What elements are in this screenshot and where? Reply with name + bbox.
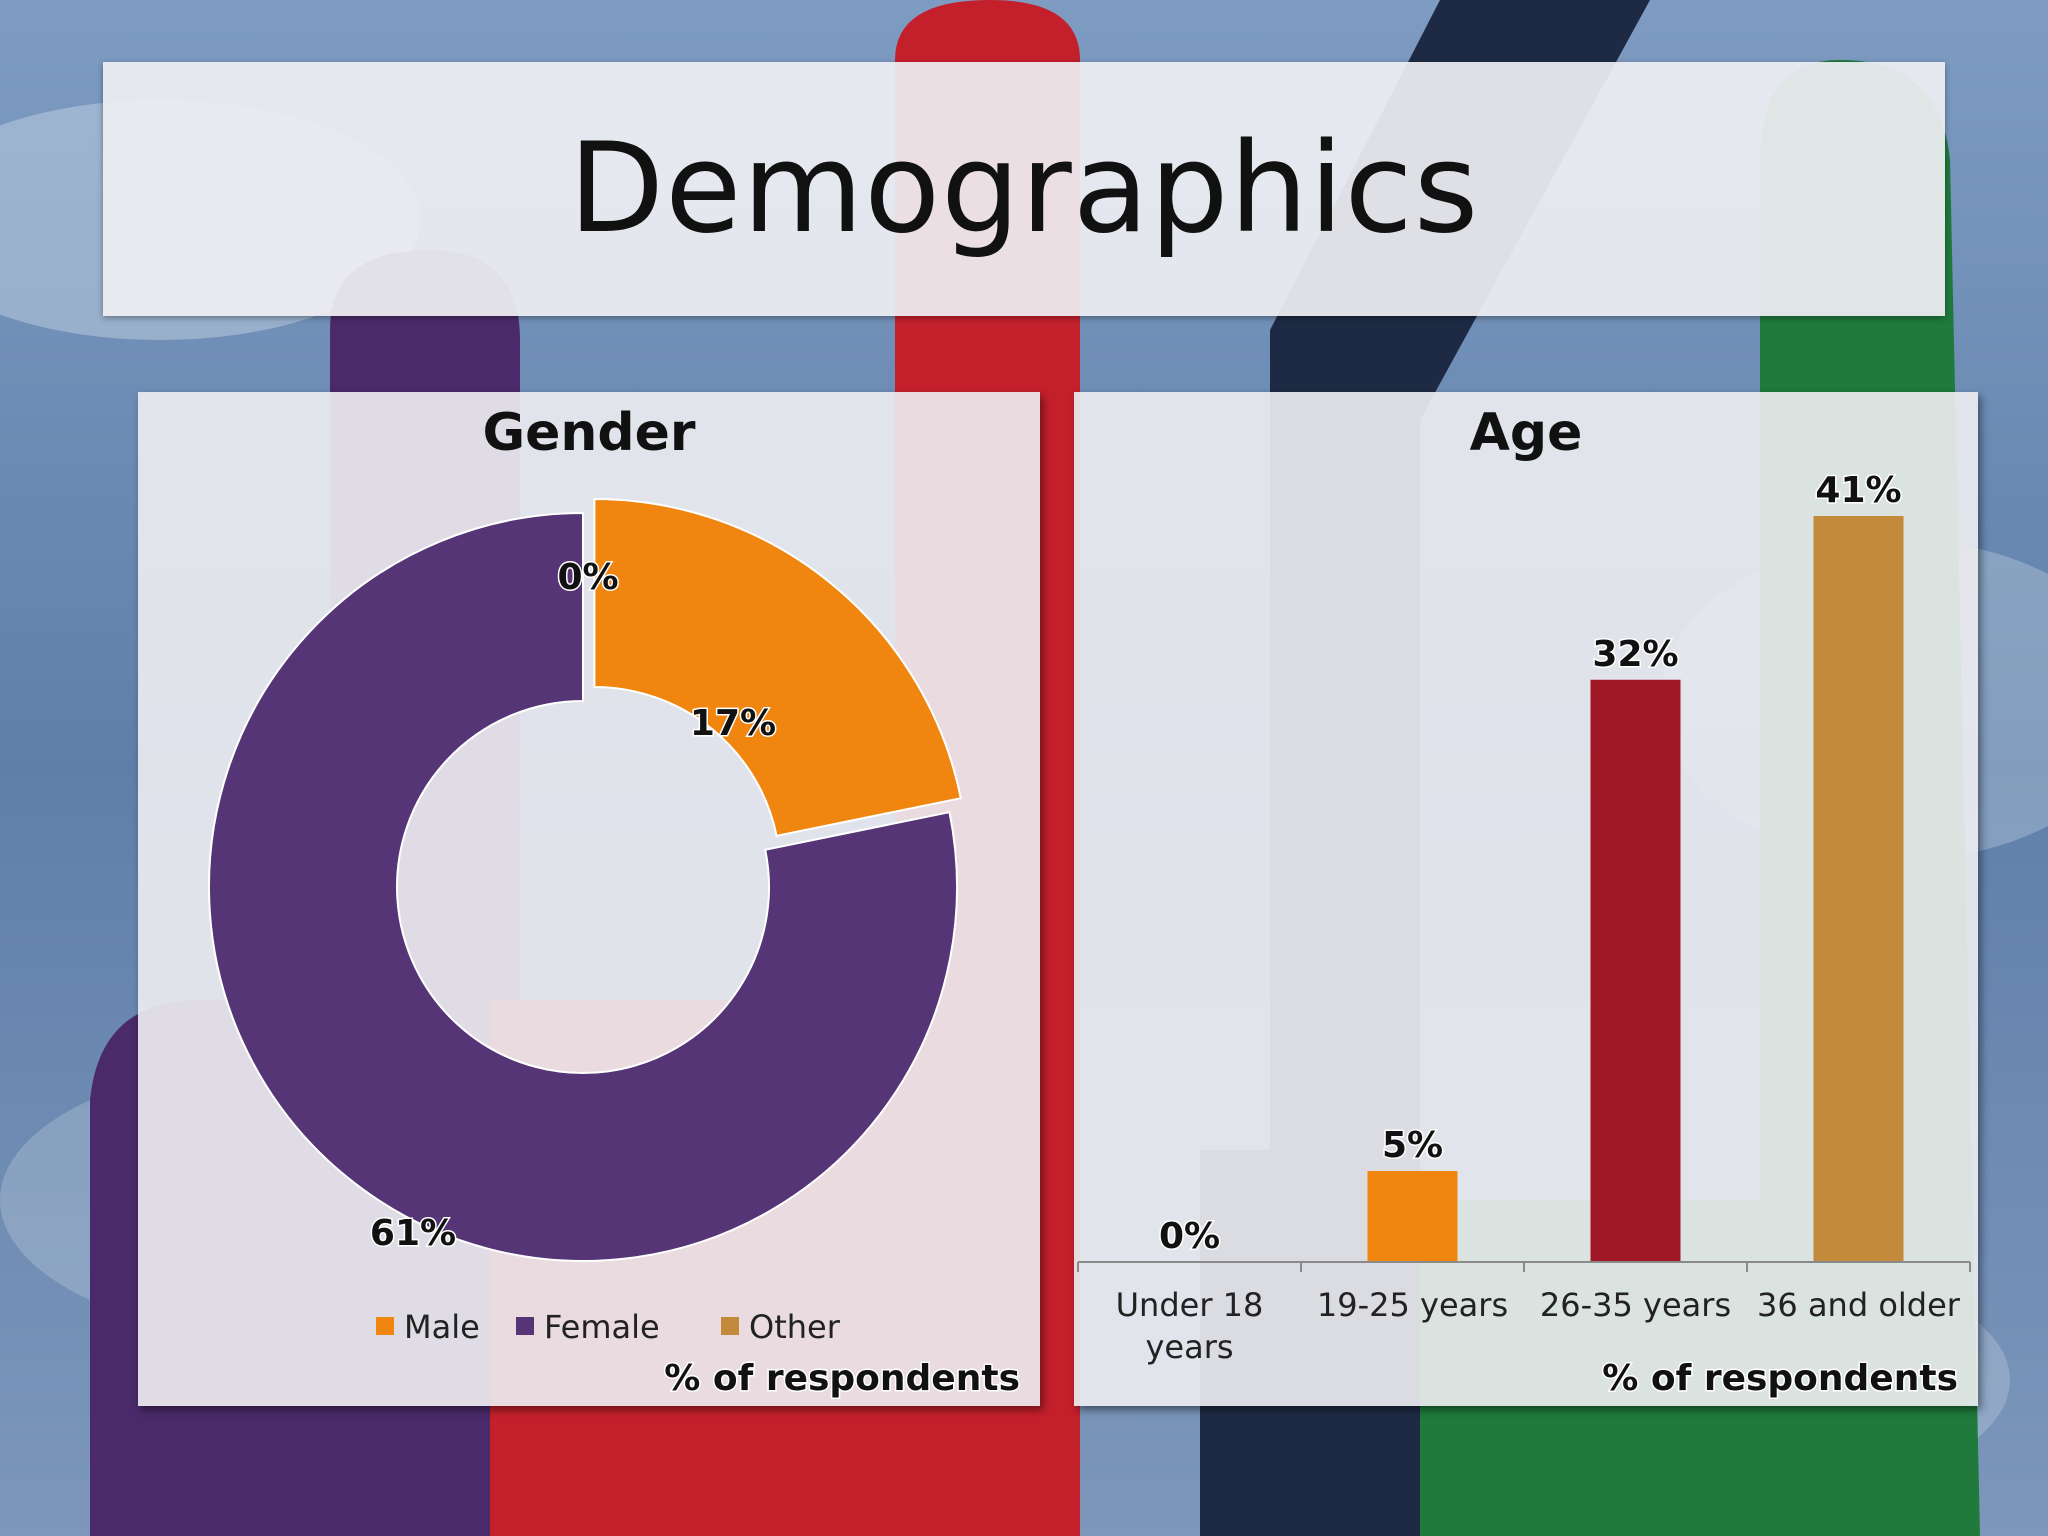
legend-swatch-other [721, 1317, 739, 1335]
gender-donut-chart: Gender 17% 61% 0% Male Female Other % of res… [208, 403, 1022, 1401]
age-chart-panel: Age Under 18 years 19-25 years 26-35 years 3… [1074, 392, 1978, 1406]
age-footnote: % of respondents [1602, 1358, 1958, 1399]
gender-chart-title: Gender [482, 403, 695, 463]
age-x-axis [1077, 1261, 1971, 1272]
bar-label-19-25-years: 5% [1382, 1125, 1443, 1166]
donut-label-female: 61% [370, 1213, 456, 1254]
slide-title: Demographics [568, 117, 1480, 261]
legend-label-other: Other [749, 1308, 841, 1346]
bar-26-35-years [1590, 679, 1681, 1262]
donut-label-male: 17% [690, 703, 776, 744]
age-chart-title: Age [1470, 403, 1583, 463]
title-banner: Demographics [103, 62, 1945, 316]
legend-label-male: Male [404, 1308, 480, 1346]
gender-chart-panel: Gender 17% 61% 0% Male Female Other % of res… [138, 392, 1040, 1406]
gender-legend: Male Female Other [376, 1308, 841, 1346]
bar-label-26-35-years: 32% [1592, 634, 1678, 675]
age-bar-chart: Age Under 18 years 19-25 years 26-35 years 3… [1077, 403, 1971, 1401]
bar-label-under-18-years: 0% [1159, 1216, 1220, 1257]
gender-footnote: % of respondents [664, 1358, 1020, 1399]
donut-slice-female [208, 511, 958, 1262]
bar-36-and-older [1813, 516, 1904, 1262]
legend-swatch-female [516, 1317, 534, 1335]
donut-label-other: 0% [557, 557, 618, 598]
bar-19-25-years [1367, 1171, 1458, 1262]
x-tick-label-36-and-older: 36 and older [1757, 1286, 1961, 1324]
x-tick-label-19-25-years: 19-25 years [1317, 1286, 1508, 1324]
legend-label-female: Female [544, 1308, 660, 1346]
bar-label-36-and-older: 41% [1815, 470, 1901, 511]
x-tick-label-26-35-years: 26-35 years [1540, 1286, 1731, 1324]
donut-slice-male [593, 498, 963, 838]
legend-swatch-male [376, 1317, 394, 1335]
x-tick-label-under-18-years: Under 18 years [1116, 1286, 1264, 1366]
